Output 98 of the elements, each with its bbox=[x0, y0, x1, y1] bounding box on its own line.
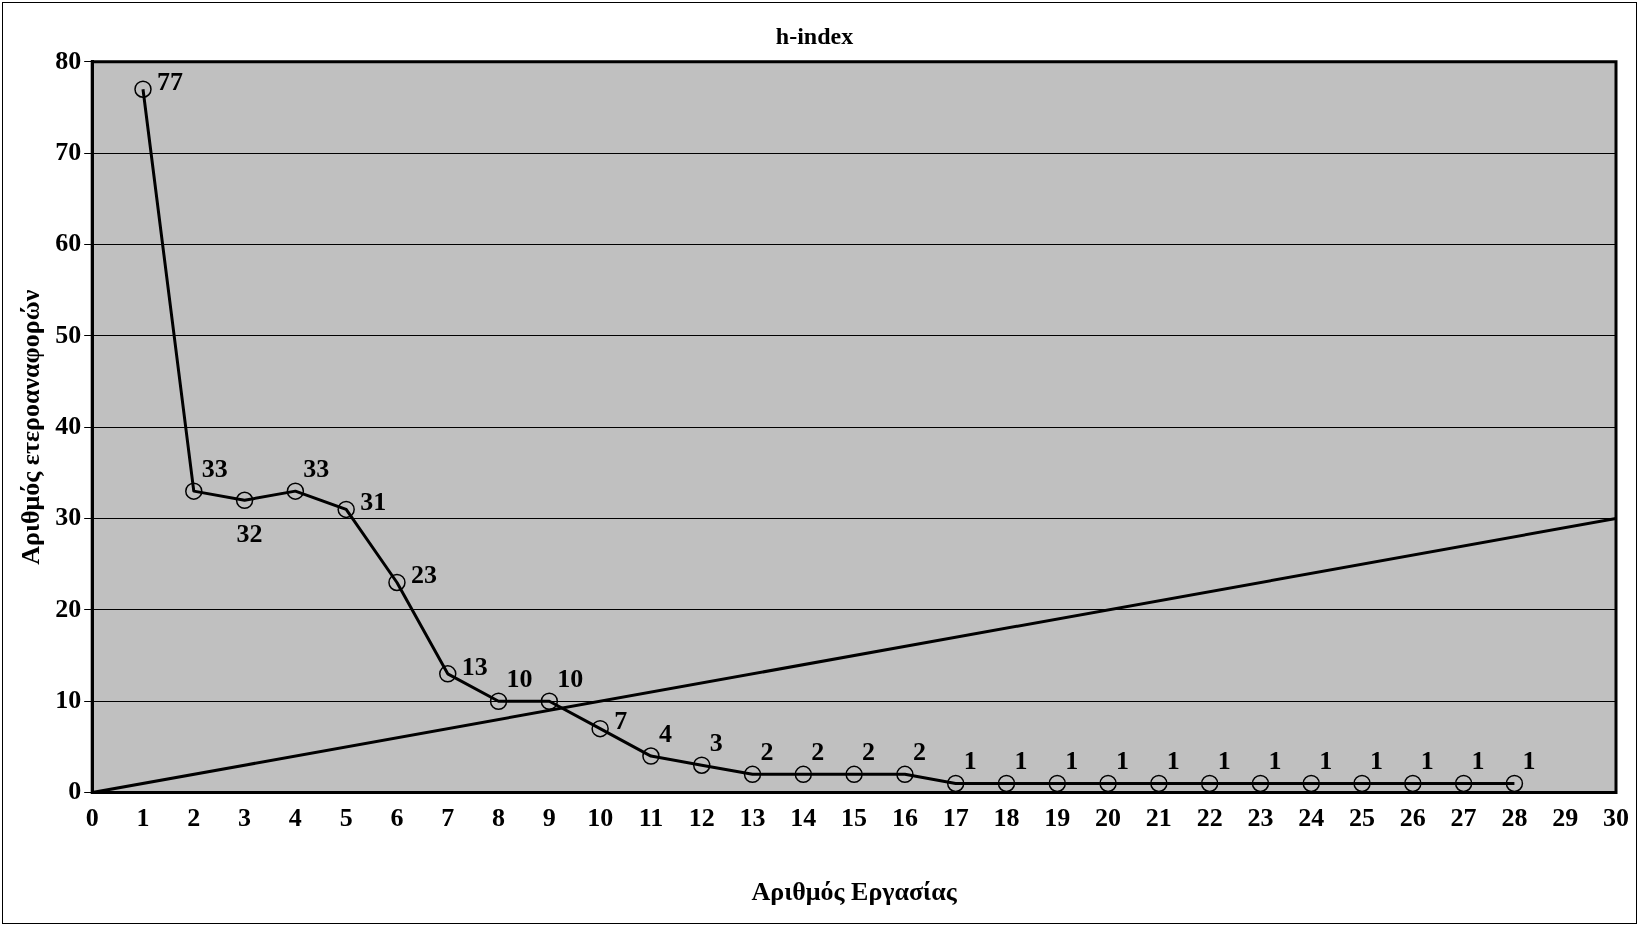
data-label: 1 bbox=[1370, 746, 1384, 776]
y-tick-label: 20 bbox=[55, 593, 82, 623]
x-tick-label: 16 bbox=[891, 802, 918, 832]
data-label: 33 bbox=[201, 453, 228, 483]
point bbox=[1353, 774, 1371, 793]
point bbox=[235, 491, 254, 510]
x-tick-label: 3 bbox=[238, 802, 252, 832]
data-label: 1 bbox=[1471, 746, 1485, 776]
x-tick-label: 11 bbox=[638, 802, 664, 832]
data-label: 1 bbox=[963, 746, 977, 776]
point bbox=[642, 747, 660, 765]
x-tick-label: 15 bbox=[841, 802, 868, 832]
point bbox=[134, 80, 152, 98]
point bbox=[540, 692, 559, 710]
point bbox=[794, 765, 813, 784]
data-label: 33 bbox=[303, 453, 330, 483]
point bbox=[692, 756, 711, 774]
y-tick-label: 40 bbox=[55, 410, 82, 440]
data-label: 1 bbox=[1319, 746, 1333, 776]
data-label: 1 bbox=[1065, 746, 1079, 776]
x-tick-label: 8 bbox=[492, 802, 506, 832]
x-tick-label: 4 bbox=[288, 802, 302, 832]
point bbox=[845, 765, 863, 784]
y-tick-label: 30 bbox=[55, 502, 82, 532]
point bbox=[946, 774, 965, 793]
data-label: 1 bbox=[1420, 746, 1434, 776]
x-tick-label: 19 bbox=[1044, 802, 1071, 832]
x-tick-label: 14 bbox=[790, 802, 817, 832]
y-tick-label: 0 bbox=[68, 776, 82, 806]
data-label: 1 bbox=[1166, 746, 1180, 776]
point bbox=[1099, 774, 1117, 793]
x-tick-label: 21 bbox=[1145, 802, 1172, 832]
point bbox=[1048, 774, 1067, 793]
data-label: 2 bbox=[811, 737, 825, 767]
x-tick-label: 29 bbox=[1552, 802, 1579, 832]
point bbox=[337, 500, 355, 519]
point bbox=[1454, 774, 1473, 793]
data-label: 7 bbox=[614, 706, 628, 736]
x-tick-label: 7 bbox=[441, 802, 455, 832]
point bbox=[743, 765, 762, 784]
y-tick-label: 10 bbox=[55, 684, 82, 714]
x-tick-label: 9 bbox=[542, 802, 556, 832]
x-tick-label: 13 bbox=[739, 802, 766, 832]
point bbox=[439, 665, 457, 683]
data-label: 3 bbox=[709, 727, 723, 757]
point bbox=[896, 765, 914, 784]
data-label: 32 bbox=[236, 519, 263, 548]
x-tick-label: 30 bbox=[1603, 802, 1629, 832]
x-tick-label: 10 bbox=[587, 802, 614, 832]
data-label: 1 bbox=[1522, 746, 1536, 776]
point bbox=[1150, 774, 1168, 793]
x-tick-label: 1 bbox=[136, 802, 150, 832]
data-label: 2 bbox=[862, 737, 876, 767]
point bbox=[591, 719, 609, 738]
point bbox=[388, 573, 406, 592]
x-axis-title: Αριθμός Εργασίας bbox=[751, 877, 958, 907]
x-tick-label: 17 bbox=[942, 802, 969, 832]
y-axis-title: Αριθμός ετεροαναφορών bbox=[16, 289, 46, 565]
x-tick-label: 12 bbox=[688, 802, 715, 832]
point bbox=[185, 482, 203, 500]
x-tick-label: 18 bbox=[993, 802, 1020, 832]
x-tick-label: 6 bbox=[390, 802, 404, 832]
point bbox=[489, 692, 508, 710]
x-tick-label: 25 bbox=[1349, 802, 1376, 832]
y-tick-label: 70 bbox=[55, 136, 82, 166]
data-label: 13 bbox=[461, 651, 488, 681]
data-label: 77 bbox=[156, 66, 183, 96]
x-tick-label: 2 bbox=[187, 802, 201, 832]
x-tick-label: 5 bbox=[339, 802, 353, 832]
point bbox=[997, 774, 1016, 793]
data-label: 1 bbox=[1116, 746, 1130, 776]
x-tick-label: 28 bbox=[1501, 802, 1528, 832]
data-label: 23 bbox=[410, 560, 437, 590]
x-tick-label: 24 bbox=[1298, 802, 1325, 832]
chart-title: h-index bbox=[775, 22, 854, 49]
data-label: 2 bbox=[912, 737, 926, 767]
data-label: 10 bbox=[506, 663, 533, 693]
y-tick-label: 50 bbox=[55, 319, 82, 349]
data-label: 1 bbox=[1268, 746, 1282, 776]
point bbox=[1251, 774, 1270, 793]
point bbox=[286, 482, 305, 500]
data-label: 1 bbox=[1217, 746, 1231, 776]
x-tick-label: 26 bbox=[1399, 802, 1426, 832]
point bbox=[1302, 774, 1320, 793]
data-label: 4 bbox=[658, 718, 672, 748]
data-label: 2 bbox=[760, 737, 774, 767]
x-tick-label: 22 bbox=[1196, 802, 1223, 832]
y-tick-label: 60 bbox=[55, 228, 82, 258]
x-tick-label: 20 bbox=[1095, 802, 1122, 832]
point bbox=[1200, 774, 1219, 793]
y-tick-label: 80 bbox=[55, 45, 82, 75]
data-label: 31 bbox=[360, 487, 387, 517]
data-label: 10 bbox=[557, 663, 584, 693]
point bbox=[1505, 774, 1524, 793]
x-tick-label: 27 bbox=[1450, 802, 1477, 832]
point bbox=[1404, 774, 1422, 793]
data-label: 1 bbox=[1014, 746, 1028, 776]
x-tick-label: 23 bbox=[1247, 802, 1274, 832]
